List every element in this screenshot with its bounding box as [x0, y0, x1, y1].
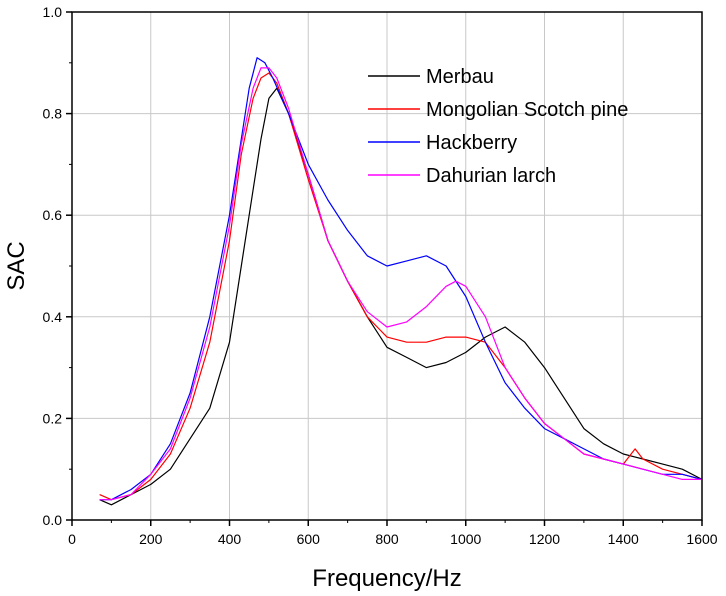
y-tick-label: 1.0 [43, 4, 63, 20]
grid [72, 12, 702, 520]
legend: Merbau Mongolian Scotch pine Hackberry Dahu… [368, 66, 628, 187]
x-tick-label: 1000 [450, 531, 481, 547]
axis-ticks: 0 200 400 600 800 1000 1200 1400 1600 0.0 0.2 0.4 0.… [43, 4, 718, 547]
x-tick-label: 0 [68, 531, 76, 547]
x-tick-label: 200 [139, 531, 163, 547]
legend-label-hackberry: Hackberry [426, 132, 517, 154]
series-line-dahurian-larch [99, 67, 702, 501]
y-tick-label: 0.6 [43, 207, 63, 223]
x-tick-label: 400 [218, 531, 242, 547]
y-tick-label: 0.4 [43, 309, 63, 325]
legend-label-mongolian-scotch-pine: Mongolian Scotch pine [426, 99, 628, 121]
x-axis-title: Frequency/Hz [312, 565, 461, 592]
x-tick-label: 1200 [529, 531, 560, 547]
y-axis-title: SAC [3, 241, 30, 290]
y-tick-label: 0.2 [43, 410, 63, 426]
x-tick-label: 1400 [608, 531, 639, 547]
x-tick-label: 1600 [686, 531, 717, 547]
y-tick-label: 0.8 [43, 106, 63, 122]
legend-label-merbau: Merbau [426, 66, 494, 88]
x-tick-label: 600 [297, 531, 321, 547]
legend-label-dahurian-larch: Dahurian larch [426, 165, 556, 187]
y-tick-label: 0.0 [43, 512, 63, 528]
series-lines [99, 57, 703, 506]
x-tick-label: 800 [375, 531, 399, 547]
series-line-hackberry [99, 57, 703, 501]
